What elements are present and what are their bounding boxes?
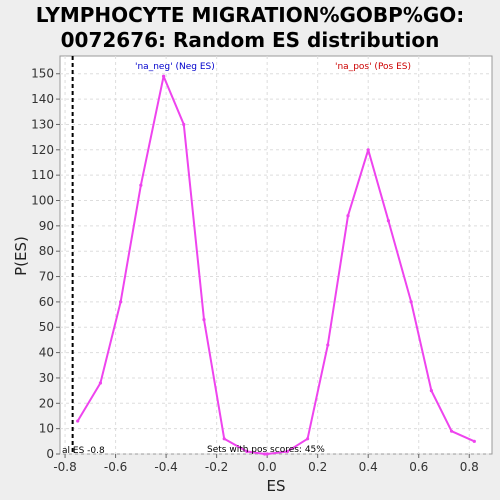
data-point: [346, 214, 350, 218]
data-point: [161, 74, 166, 78]
grid: [60, 56, 492, 455]
y-tick-label: 0: [46, 447, 54, 461]
y-tick-label: 70: [39, 270, 54, 284]
x-tick-label: 0.8: [460, 460, 479, 474]
data-point: [98, 381, 103, 385]
data-point: [76, 419, 80, 423]
x-axis-title: ES: [267, 477, 286, 495]
chart-title-line-2: 0072676: Random ES distribution: [61, 28, 440, 52]
data-point: [222, 437, 226, 441]
y-tick-label: 20: [39, 396, 54, 410]
data-point: [472, 439, 476, 443]
x-tick-label: 0.2: [308, 460, 327, 474]
y-tick-label: 90: [39, 219, 54, 233]
y-tick-label: 50: [39, 320, 54, 334]
y-tick-label: 120: [31, 143, 54, 157]
x-tick-label: 0.0: [258, 460, 277, 474]
data-point: [263, 452, 267, 456]
x-tick-label: 0.6: [409, 460, 428, 474]
data-point: [386, 219, 391, 223]
x-tick-label: -0.2: [205, 460, 228, 474]
plot-area: [59, 55, 493, 455]
data-point: [119, 300, 123, 304]
data-point: [182, 122, 186, 127]
y-tick-label: 30: [39, 371, 54, 385]
y-tick-label: 140: [31, 92, 54, 106]
chart-title-line-1: LYMPHOCYTE MIGRATION%GOBP%GO:: [36, 3, 465, 27]
annotation-real-es: al ES -0.8: [62, 446, 105, 456]
x-tick-label: 0.4: [359, 460, 378, 474]
series-group: [76, 74, 476, 456]
data-point: [265, 452, 269, 456]
y-tick-label: 150: [31, 67, 54, 81]
data-point: [305, 437, 310, 441]
data-point: [326, 343, 330, 347]
y-tick-label: 100: [31, 193, 54, 207]
y-tick-label: 80: [39, 244, 54, 258]
y-tick-label: 40: [39, 346, 54, 360]
y-axis-title: P(ES): [12, 236, 30, 276]
data-point: [202, 318, 206, 322]
axis-ticks: -0.8 -0.6 -0.4 -0.2 0.0 0.2 0.4 0.6 0.8 0 10 20 30 40…: [31, 67, 479, 474]
data-point: [285, 449, 289, 454]
data-point: [245, 449, 249, 454]
annotation-pos-scores: Sets with pos scores: 45%: [207, 445, 325, 455]
y-tick-label: 10: [39, 422, 54, 436]
x-tick-label: -0.8: [53, 460, 76, 474]
y-tick-label: 130: [31, 117, 54, 131]
data-point: [366, 148, 370, 152]
x-tick-label: -0.6: [104, 460, 127, 474]
data-point: [409, 300, 413, 304]
x-tick-label: -0.4: [154, 460, 177, 474]
data-point: [449, 429, 454, 433]
data-point: [429, 389, 433, 393]
y-tick-label: 110: [31, 168, 54, 182]
y-tick-label: 60: [39, 295, 54, 309]
data-point: [139, 183, 143, 187]
series-label-neg: 'na_neg' (Neg ES): [135, 62, 215, 72]
series-line-0: [76, 75, 265, 455]
series-label-pos: 'na_pos' (Pos ES): [335, 62, 411, 72]
